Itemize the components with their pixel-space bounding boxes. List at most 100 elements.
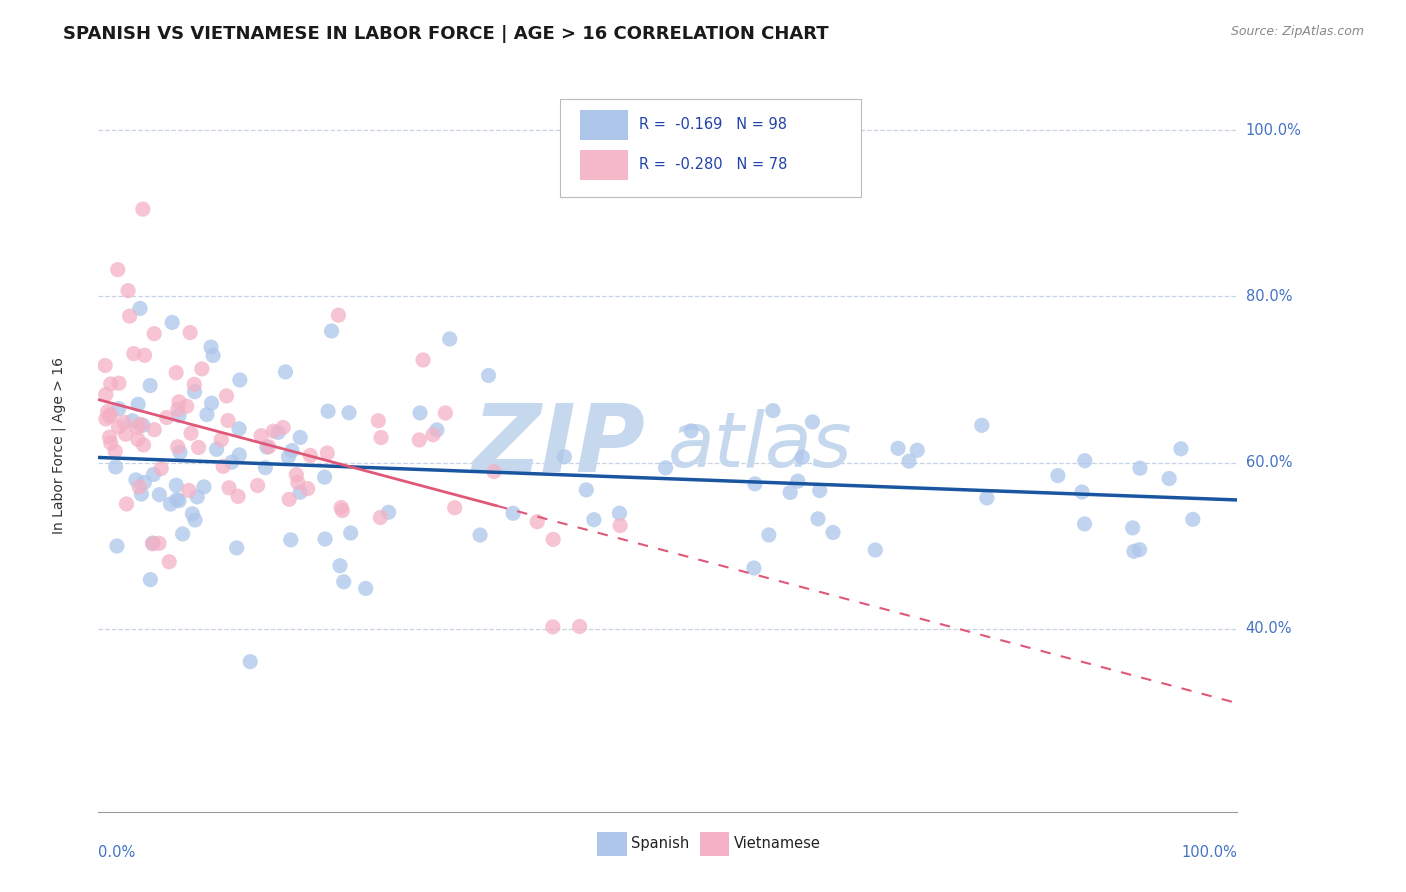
Point xyxy=(288,485,311,500)
Text: R =  -0.169   N = 98: R = -0.169 N = 98 xyxy=(640,117,787,132)
Point xyxy=(370,510,392,524)
Point xyxy=(246,478,269,492)
Point xyxy=(337,406,360,420)
Point xyxy=(167,493,190,508)
Point xyxy=(434,406,457,420)
Point xyxy=(808,483,831,498)
Point xyxy=(165,366,187,380)
Point xyxy=(332,574,354,589)
Point xyxy=(290,430,312,444)
Point xyxy=(262,424,284,438)
Point xyxy=(142,467,165,482)
Text: atlas: atlas xyxy=(668,409,852,483)
Point xyxy=(786,474,808,488)
Point xyxy=(744,476,766,491)
Point xyxy=(148,536,170,550)
Point xyxy=(280,533,302,547)
Point xyxy=(887,442,910,456)
Point xyxy=(139,573,162,587)
Point xyxy=(160,315,183,329)
Point xyxy=(132,438,155,452)
Point xyxy=(128,480,150,494)
Text: 60.0%: 60.0% xyxy=(1246,455,1292,470)
Text: 100.0%: 100.0% xyxy=(1181,845,1237,860)
Point xyxy=(127,420,149,434)
Point xyxy=(330,500,353,515)
Point xyxy=(762,403,785,417)
Point xyxy=(107,420,129,434)
Point xyxy=(316,404,339,418)
Point xyxy=(1073,516,1095,531)
Point xyxy=(271,420,294,434)
FancyBboxPatch shape xyxy=(598,832,627,855)
Point xyxy=(180,426,202,441)
Point xyxy=(167,409,190,423)
Point xyxy=(142,537,165,551)
Point xyxy=(1129,461,1152,475)
Point xyxy=(330,503,353,517)
Point xyxy=(654,460,676,475)
Text: R =  -0.280   N = 78: R = -0.280 N = 78 xyxy=(640,157,787,172)
Point xyxy=(159,497,181,511)
Point xyxy=(281,443,304,458)
Point xyxy=(183,377,205,392)
Text: 0.0%: 0.0% xyxy=(98,845,135,860)
Point xyxy=(1159,471,1181,485)
Point xyxy=(107,401,129,416)
Point xyxy=(477,368,499,383)
Point xyxy=(200,340,222,354)
Point xyxy=(186,490,208,504)
Point xyxy=(184,513,207,527)
Point xyxy=(202,349,225,363)
Point xyxy=(127,433,149,447)
Point xyxy=(166,492,188,507)
Point xyxy=(139,378,162,392)
Point xyxy=(117,284,139,298)
Point xyxy=(169,445,191,459)
Point xyxy=(167,395,190,409)
Point xyxy=(217,413,239,427)
Point xyxy=(172,527,194,541)
Point xyxy=(225,541,247,555)
Point xyxy=(187,441,209,455)
Point xyxy=(792,450,814,464)
Point xyxy=(226,489,249,503)
Point xyxy=(94,412,117,426)
Point xyxy=(100,436,122,450)
Point xyxy=(129,301,152,316)
Point xyxy=(98,409,121,424)
Point xyxy=(131,487,153,501)
Point xyxy=(98,430,121,444)
Point xyxy=(821,525,844,540)
Point xyxy=(165,478,187,492)
Point xyxy=(575,483,598,497)
Text: Vietnamese: Vietnamese xyxy=(734,837,821,851)
Point xyxy=(807,512,830,526)
Text: Source: ZipAtlas.com: Source: ZipAtlas.com xyxy=(1230,25,1364,38)
Point xyxy=(143,326,166,341)
Point xyxy=(179,326,201,340)
Text: ZIP: ZIP xyxy=(472,400,645,492)
Point xyxy=(239,655,262,669)
Point xyxy=(166,402,188,417)
Point xyxy=(107,262,129,277)
Text: In Labor Force | Age > 16: In Labor Force | Age > 16 xyxy=(51,358,66,534)
Point xyxy=(215,389,238,403)
Point xyxy=(339,526,361,541)
Point xyxy=(193,480,215,494)
Point xyxy=(468,528,491,542)
Point xyxy=(742,561,765,575)
Point xyxy=(143,423,166,437)
Point xyxy=(108,376,131,391)
Point xyxy=(285,467,308,482)
Point xyxy=(412,353,434,368)
Point xyxy=(297,482,319,496)
Point xyxy=(254,460,277,475)
FancyBboxPatch shape xyxy=(700,832,730,855)
Point xyxy=(274,365,297,379)
Point xyxy=(526,515,548,529)
Point xyxy=(105,539,128,553)
Text: 100.0%: 100.0% xyxy=(1246,123,1302,137)
Point xyxy=(354,582,377,596)
Point xyxy=(157,555,180,569)
